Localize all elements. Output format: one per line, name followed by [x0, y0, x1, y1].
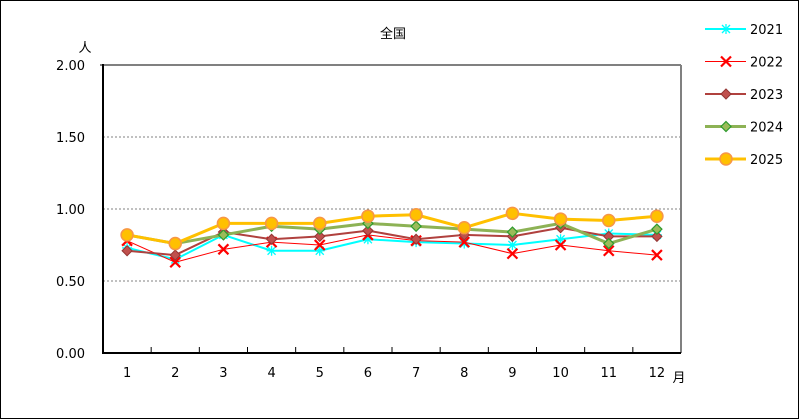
- data-point-marker: [313, 216, 327, 231]
- data-point-marker: [602, 244, 615, 257]
- data-point-marker: [168, 236, 182, 251]
- data-point-marker: [651, 230, 663, 243]
- data-point-marker: [602, 213, 616, 228]
- chart-title: 全国: [380, 26, 406, 42]
- x-tick-label: 9: [508, 366, 516, 381]
- legend: 2021 2022 2023 2024 2025: [705, 23, 783, 168]
- x-tick-label: 3: [219, 366, 227, 381]
- data-point-marker: [121, 245, 133, 257]
- plot-area-border: [100, 64, 682, 354]
- y-tick-label: 1.50: [56, 131, 85, 146]
- y-tick-label: 1.00: [56, 203, 85, 218]
- legend-item-2024: 2024: [705, 121, 783, 136]
- data-point-marker: [554, 239, 567, 251]
- data-point-marker: [720, 120, 732, 133]
- legend-label: 2022: [750, 56, 783, 71]
- legend-label: 2021: [750, 23, 783, 38]
- data-point-marker: [314, 230, 326, 243]
- data-point-marker: [120, 228, 134, 242]
- y-axis-unit-label: 人: [78, 41, 91, 56]
- x-tick-label: 6: [364, 366, 372, 381]
- data-point-marker: [169, 249, 181, 261]
- x-tick-label: 5: [316, 366, 324, 381]
- x-tick-label: 2: [171, 366, 179, 381]
- data-point-marker: [266, 245, 277, 256]
- gridlines: [103, 136, 681, 282]
- y-tick-label: 2.00: [56, 59, 85, 74]
- series-2025: [120, 206, 664, 251]
- data-point-marker: [506, 247, 519, 260]
- data-point-marker: [720, 55, 732, 68]
- legend-item-2021: 2021: [705, 23, 783, 38]
- legend-item-2023: 2023: [705, 88, 783, 103]
- data-point-marker: [505, 206, 520, 221]
- data-point-marker: [264, 216, 279, 231]
- data-point-marker: [721, 24, 731, 34]
- data-point-marker: [651, 249, 663, 261]
- data-series: [120, 206, 664, 269]
- data-point-marker: [361, 209, 375, 223]
- y-tick-label: 0.50: [56, 275, 85, 290]
- x-tick-label: 1: [123, 366, 131, 381]
- data-point-marker: [265, 233, 278, 245]
- x-tick-label: 7: [412, 366, 420, 381]
- data-point-marker: [217, 243, 230, 256]
- x-tick-label: 12: [649, 366, 666, 381]
- legend-label: 2023: [750, 88, 783, 103]
- series-2021: [122, 228, 662, 265]
- data-point-marker: [602, 237, 615, 250]
- x-axis-unit-label: 月: [672, 371, 685, 386]
- legend-item-2025: 2025: [705, 152, 783, 168]
- data-point-marker: [313, 239, 326, 251]
- y-tick-label: 0.00: [56, 347, 85, 362]
- data-point-marker: [169, 256, 182, 269]
- data-point-marker: [410, 233, 422, 245]
- legend-label: 2024: [750, 121, 783, 136]
- data-point-marker: [216, 216, 231, 231]
- data-point-marker: [362, 224, 374, 237]
- legend-item-2022: 2022: [705, 56, 783, 71]
- x-tick-label: 10: [552, 366, 569, 381]
- data-point-marker: [457, 220, 471, 235]
- data-point-marker: [458, 236, 471, 248]
- data-point-marker: [506, 226, 519, 238]
- data-point-marker: [650, 209, 664, 223]
- x-tick-label: 8: [460, 366, 468, 381]
- data-point-marker: [720, 88, 732, 100]
- x-tick-label: 4: [267, 366, 275, 381]
- data-point-marker: [409, 208, 423, 222]
- data-point-marker: [553, 212, 568, 226]
- y-axis-ticks: 0.00 0.50 1.00 1.50 2.00: [56, 59, 85, 362]
- x-tick-label: 11: [600, 366, 617, 381]
- data-point-marker: [719, 152, 733, 166]
- x-axis-ticks: 1 2 3 4 5 6 7 8 9 10 11 12: [123, 347, 665, 381]
- data-point-marker: [410, 220, 422, 233]
- data-point-marker: [651, 223, 663, 236]
- legend-label: 2025: [750, 153, 783, 168]
- data-point-marker: [217, 229, 230, 241]
